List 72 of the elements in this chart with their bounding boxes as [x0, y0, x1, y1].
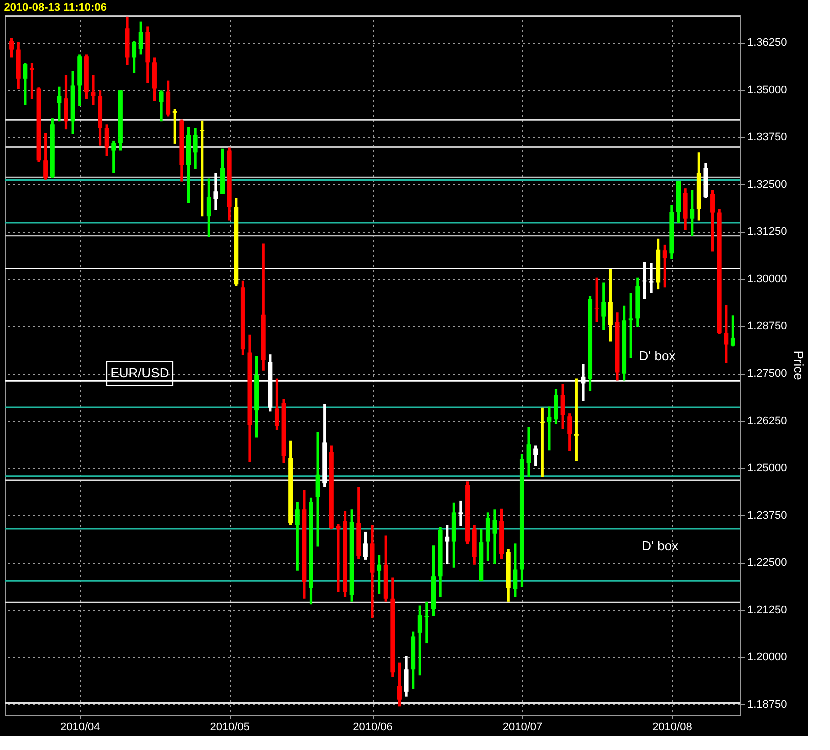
- y-tick-label: 1.31250: [748, 226, 788, 238]
- y-tick-label: 1.21250: [748, 604, 788, 616]
- candlestick: [594, 276, 600, 324]
- candlestick: [662, 244, 668, 289]
- candlestick: [274, 378, 280, 432]
- candlestick: [132, 40, 137, 75]
- candlestick: [730, 314, 736, 348]
- candlestick: [64, 74, 68, 131]
- y-tick-label: 1.18750: [748, 698, 788, 711]
- x-tick-label: 2010/04: [60, 722, 100, 734]
- candlestick: [316, 430, 320, 548]
- candlestick: [295, 500, 300, 572]
- x-tick-label: 2010/07: [502, 722, 543, 734]
- candlestick: [57, 86, 62, 123]
- candlestick: [710, 189, 716, 254]
- y-tick-label: 1.36250: [748, 37, 788, 50]
- candlestick: [91, 74, 96, 106]
- x-tick-label: 2010/08: [652, 722, 692, 734]
- candlestick: [193, 127, 198, 171]
- candlestick: [690, 189, 695, 238]
- y-tick-label: 1.23750: [748, 510, 788, 522]
- candlestick: [418, 604, 422, 677]
- candlestick: [724, 304, 729, 365]
- candlestick: [214, 172, 218, 212]
- y-tick-label: 1.30000: [748, 273, 788, 286]
- candlestick: [602, 281, 606, 332]
- candlestick: [560, 383, 566, 430]
- candlestick: [10, 36, 14, 60]
- candlestick: [44, 132, 48, 182]
- y-tick-label: 1.28750: [748, 320, 788, 333]
- candlestick: [104, 123, 110, 158]
- y-tick-label: 1.32500: [748, 178, 788, 191]
- candlestick: [397, 662, 402, 708]
- candlestick: [172, 108, 178, 146]
- candlestick: [424, 600, 430, 645]
- chart-title: 2010-08-13 11:10:06: [4, 2, 107, 14]
- x-tick-label: 2010/06: [353, 722, 393, 734]
- y-tick-label: 1.35000: [748, 84, 788, 96]
- x-tick-label: 2010/05: [210, 722, 250, 734]
- candlestick: [547, 405, 552, 452]
- y-axis-title: Price: [791, 350, 806, 380]
- candlestick: [526, 426, 532, 479]
- candlestick: [628, 292, 634, 360]
- candlestick: [513, 542, 518, 598]
- candlestick: [458, 500, 464, 528]
- candlestick: [336, 523, 341, 594]
- candlestick: [112, 140, 116, 174]
- candlestick: [159, 89, 164, 123]
- y-tick-label: 1.25000: [748, 462, 788, 475]
- candlestick: [445, 524, 450, 566]
- y-tick-label: 1.27500: [748, 368, 788, 380]
- candlestick: [534, 444, 538, 468]
- candlestick: [574, 378, 579, 463]
- candlestick: [486, 511, 490, 562]
- candlestick: [23, 62, 28, 106]
- candlestick: [206, 177, 212, 238]
- candlestick: [363, 530, 368, 562]
- y-tick-label: 1.22500: [748, 557, 788, 570]
- candlestick: [138, 20, 144, 56]
- candlestick: [166, 80, 171, 118]
- candlestick: [200, 120, 205, 218]
- annotation: D' box: [642, 538, 680, 554]
- candlestick: [377, 554, 382, 596]
- candlestick: [568, 412, 572, 453]
- candlestick: [492, 508, 498, 566]
- y-tick-label: 1.20000: [748, 652, 788, 664]
- y-tick-label: 1.33750: [748, 132, 788, 144]
- candlestick: [608, 268, 613, 344]
- candlestick: [404, 654, 409, 698]
- y-tick-label: 1.26250: [748, 415, 788, 428]
- annotation: D' box: [639, 348, 676, 364]
- annotation: EUR/USD: [110, 366, 170, 381]
